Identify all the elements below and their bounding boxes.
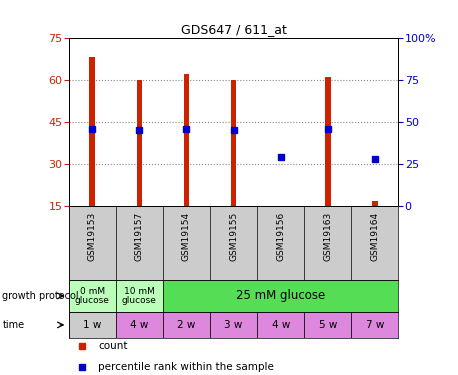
Bar: [257, 312, 304, 338]
Bar: [136, 80, 142, 206]
Text: time: time: [2, 320, 24, 330]
Bar: [163, 312, 210, 338]
Bar: [163, 280, 398, 312]
Text: GSM19163: GSM19163: [323, 211, 333, 261]
Text: GSM19153: GSM19153: [88, 211, 97, 261]
Bar: [372, 201, 378, 206]
Bar: [210, 312, 257, 338]
Text: count: count: [98, 341, 128, 351]
Text: 25 mM glucose: 25 mM glucose: [236, 290, 325, 302]
Text: growth protocol: growth protocol: [2, 291, 79, 301]
Text: 10 mM
glucose: 10 mM glucose: [122, 286, 157, 305]
Bar: [89, 57, 95, 206]
Bar: [116, 280, 163, 312]
Title: GDS647 / 611_at: GDS647 / 611_at: [180, 23, 287, 36]
Text: 4 w: 4 w: [130, 320, 148, 330]
Text: GSM19164: GSM19164: [371, 211, 379, 261]
Text: 3 w: 3 w: [224, 320, 243, 330]
Bar: [69, 312, 116, 338]
Text: GSM19157: GSM19157: [135, 211, 144, 261]
Text: 1 w: 1 w: [83, 320, 101, 330]
Bar: [69, 280, 116, 312]
Bar: [304, 312, 351, 338]
Text: 4 w: 4 w: [272, 320, 290, 330]
Bar: [351, 312, 398, 338]
Bar: [231, 80, 236, 206]
Text: GSM19155: GSM19155: [229, 211, 238, 261]
Text: GSM19156: GSM19156: [276, 211, 285, 261]
Text: percentile rank within the sample: percentile rank within the sample: [98, 362, 274, 372]
Text: 7 w: 7 w: [366, 320, 384, 330]
Bar: [116, 312, 163, 338]
Text: GSM19154: GSM19154: [182, 211, 191, 261]
Text: 5 w: 5 w: [319, 320, 337, 330]
Bar: [184, 74, 189, 206]
Text: 0 mM
glucose: 0 mM glucose: [75, 286, 110, 305]
Bar: [325, 77, 331, 206]
Text: 2 w: 2 w: [177, 320, 196, 330]
